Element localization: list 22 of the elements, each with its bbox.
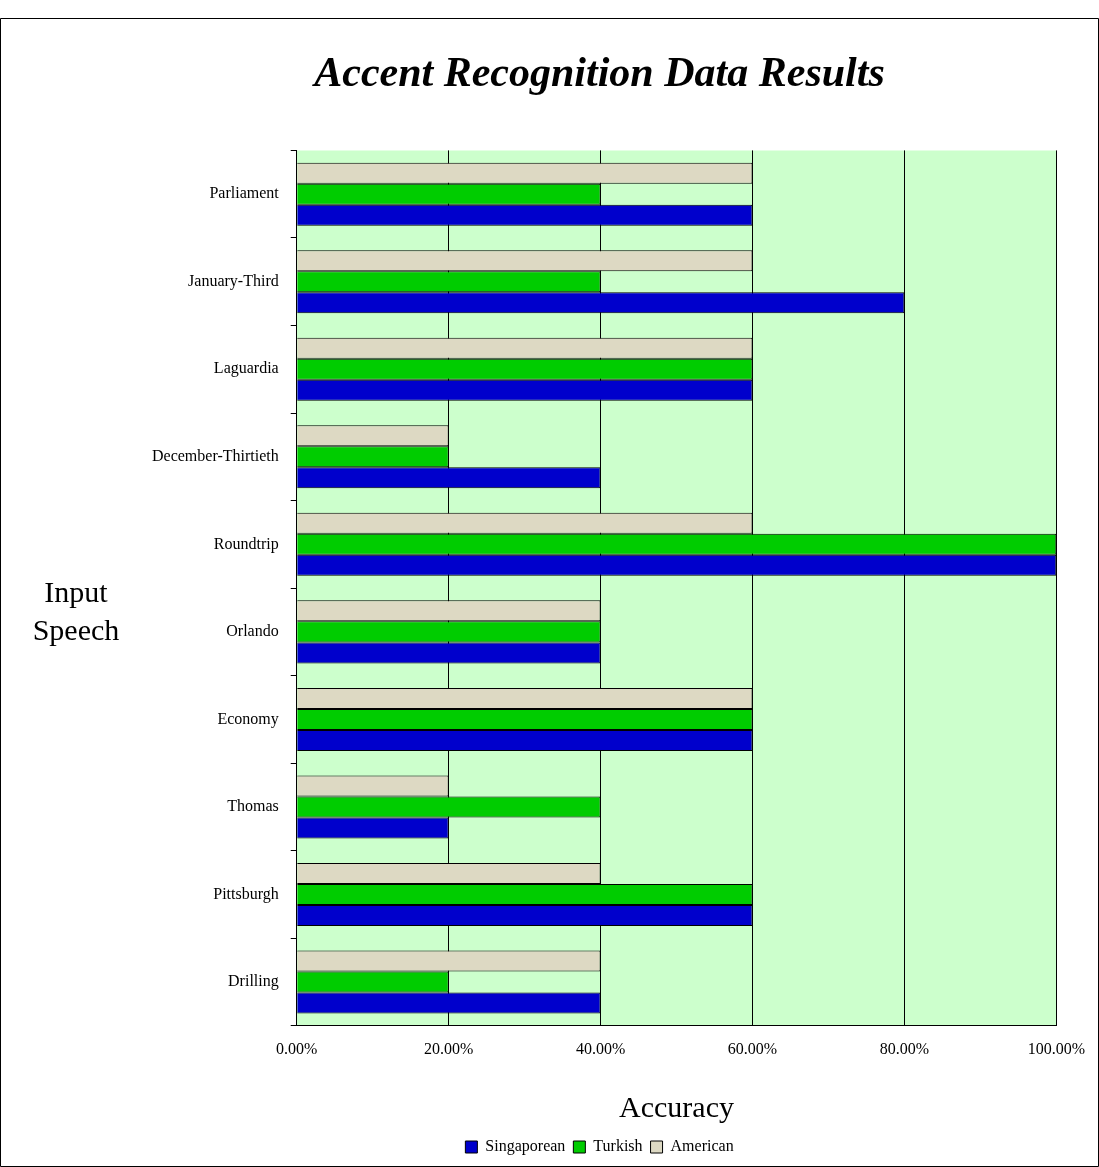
x-tick-label: 0.00% (276, 1039, 318, 1057)
x-tick-label: 40.00% (575, 1039, 626, 1057)
y-tick-label: Laguardia (213, 359, 279, 378)
x-tick-label: 20.00% (423, 1039, 474, 1057)
legend-label: Singaporean (485, 1137, 566, 1156)
y-tick-label: Economy (217, 709, 279, 728)
y-tick-label: Pittsburgh (213, 884, 279, 903)
y-tick-label: December-Thirtieth (151, 446, 279, 464)
y-tick-label: Parliament (209, 184, 280, 202)
y-tick-label: January-Third (188, 271, 279, 290)
x-tick-label: 80.00% (879, 1039, 930, 1057)
y-tick-label: Drilling (228, 972, 279, 991)
x-tick-label: 100.00% (1027, 1039, 1085, 1057)
y-tick-label: Roundtrip (213, 534, 279, 553)
y-axis-title: Input Speech (32, 574, 120, 646)
legend-label: American (670, 1137, 734, 1155)
x-axis-title: Accuracy (619, 1089, 734, 1123)
y-tick-label: Orlando (226, 622, 279, 640)
x-tick-label: 60.00% (727, 1039, 778, 1057)
legend-label: Turkish (593, 1137, 643, 1155)
chart-title: Accent Recognition Data Results (311, 49, 885, 96)
y-tick-label: Thomas (227, 797, 279, 815)
